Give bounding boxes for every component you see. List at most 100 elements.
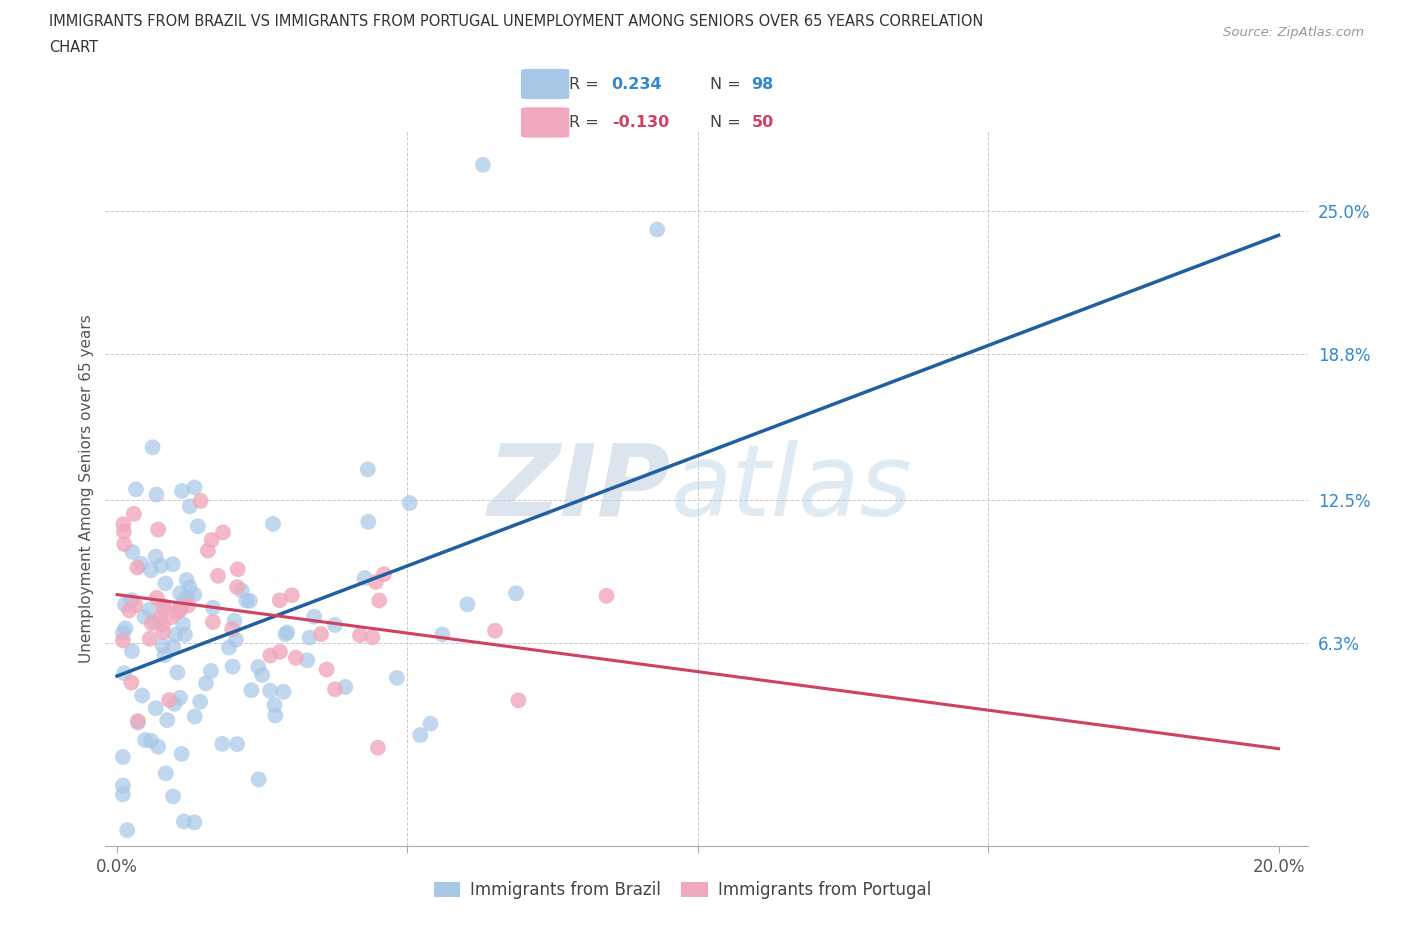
Point: [335, 680, 357, 695]
Point: [170, 747, 193, 762]
Point: [284, 650, 307, 665]
Point: [179, 579, 201, 594]
Point: [239, 593, 262, 608]
Point: [298, 631, 321, 645]
Point: [150, 558, 173, 573]
Point: [152, 598, 174, 613]
Text: R =: R =: [568, 115, 599, 130]
Point: [166, 604, 188, 619]
Point: [170, 600, 193, 615]
Point: [112, 666, 135, 681]
Point: [155, 766, 177, 781]
Text: IMMIGRANTS FROM BRAZIL VS IMMIGRANTS FROM PORTUGAL UNEMPLOYMENT AMONG SENIORS OV: IMMIGRANTS FROM BRAZIL VS IMMIGRANTS FRO…: [49, 14, 984, 29]
Point: [112, 517, 135, 532]
Point: [153, 648, 176, 663]
Point: [152, 617, 174, 631]
Point: [315, 662, 337, 677]
Point: [111, 787, 134, 802]
Point: [165, 628, 187, 643]
Point: [218, 640, 240, 655]
Point: [156, 712, 179, 727]
Point: [250, 668, 273, 683]
Point: [297, 653, 319, 668]
Point: [139, 602, 162, 617]
Point: [141, 616, 163, 631]
Point: [456, 597, 478, 612]
Y-axis label: Unemployment Among Seniors over 65 years: Unemployment Among Seniors over 65 years: [79, 314, 94, 663]
Point: [645, 222, 668, 237]
Point: [153, 601, 176, 616]
Point: [111, 750, 134, 764]
Point: [145, 550, 167, 565]
Point: [263, 698, 285, 712]
Point: [112, 537, 135, 551]
Point: [269, 644, 291, 659]
Point: [146, 522, 169, 537]
Point: [505, 586, 527, 601]
Point: [357, 462, 380, 477]
Point: [368, 593, 391, 608]
Point: [145, 487, 167, 502]
Point: [124, 598, 146, 613]
Point: [595, 589, 617, 604]
Point: [187, 519, 209, 534]
Point: [149, 610, 172, 625]
Point: [162, 789, 184, 804]
Point: [127, 560, 149, 575]
Text: Source: ZipAtlas.com: Source: ZipAtlas.com: [1223, 26, 1364, 39]
FancyBboxPatch shape: [522, 107, 569, 138]
Point: [508, 693, 530, 708]
Text: N =: N =: [710, 115, 741, 130]
Point: [131, 688, 153, 703]
Point: [211, 737, 233, 751]
Point: [235, 593, 257, 608]
Point: [194, 676, 217, 691]
Point: [121, 644, 143, 658]
Point: [127, 715, 149, 730]
Point: [262, 516, 284, 531]
Point: [176, 591, 198, 605]
Point: [231, 583, 253, 598]
Point: [172, 617, 194, 631]
Point: [169, 690, 191, 705]
Point: [179, 499, 201, 514]
FancyBboxPatch shape: [522, 69, 569, 100]
Point: [221, 659, 243, 674]
Point: [207, 568, 229, 583]
Point: [142, 440, 165, 455]
Point: [247, 659, 270, 674]
Point: [221, 621, 243, 636]
Point: [138, 631, 160, 646]
Point: [134, 733, 156, 748]
Point: [224, 614, 246, 629]
Point: [160, 610, 183, 625]
Point: [183, 815, 205, 830]
Point: [274, 627, 297, 642]
Point: [169, 602, 191, 617]
Point: [169, 586, 191, 601]
Point: [129, 556, 152, 571]
Point: [166, 665, 188, 680]
Point: [200, 663, 222, 678]
Point: [212, 525, 235, 540]
Point: [432, 627, 454, 642]
Point: [118, 603, 141, 618]
Point: [145, 701, 167, 716]
Point: [225, 632, 247, 647]
Point: [353, 571, 375, 586]
Text: 50: 50: [751, 115, 773, 130]
Point: [240, 683, 263, 698]
Point: [273, 684, 295, 699]
Point: [201, 600, 224, 615]
Point: [188, 695, 211, 710]
Point: [173, 591, 195, 606]
Point: [259, 648, 281, 663]
Text: CHART: CHART: [49, 40, 98, 55]
Point: [226, 737, 249, 751]
Point: [114, 597, 136, 612]
Point: [183, 480, 205, 495]
Point: [170, 484, 193, 498]
Point: [121, 592, 143, 607]
Point: [121, 545, 143, 560]
Point: [364, 575, 387, 590]
